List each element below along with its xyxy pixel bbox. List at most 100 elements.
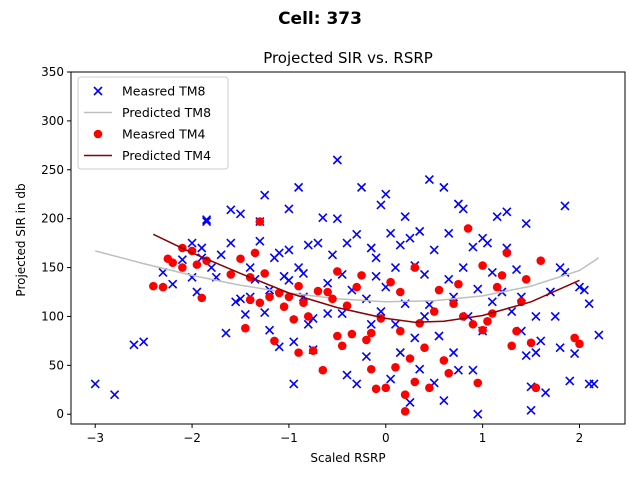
- point-measred-tm8: [371, 253, 381, 263]
- point-measred-tm4: [570, 333, 579, 343]
- point-measred-tm4: [366, 328, 376, 338]
- point-measred-tm4: [478, 261, 487, 270]
- point-measred-tm4: [284, 292, 294, 302]
- point-measred-tm8: [294, 182, 304, 192]
- legend: Measred TM8 Predicted TM8 Measred TM4 Predi…: [77, 76, 229, 170]
- point-measred-tm8: [366, 319, 376, 329]
- point-measred-tm8: [231, 297, 241, 307]
- point-measred-tm8: [521, 218, 531, 229]
- point-measred-tm4: [226, 270, 236, 279]
- point-measred-tm4: [420, 343, 429, 353]
- y-tick-label: 200: [41, 212, 64, 226]
- point-measred-tm4: [342, 301, 352, 310]
- point-measred-tm8: [323, 278, 333, 288]
- point-measred-tm8: [507, 306, 517, 317]
- point-measred-tm4: [294, 281, 303, 291]
- point-measred-tm8: [541, 388, 551, 398]
- legend-label-measred-tm4: Measred TM4: [122, 127, 206, 142]
- x-tick-label: −3: [86, 431, 104, 445]
- point-measred-tm4: [333, 331, 342, 341]
- plot-area: [90, 155, 604, 419]
- y-tick-label: 100: [41, 309, 64, 323]
- point-measred-tm8: [260, 190, 270, 200]
- point-measred-tm8: [395, 240, 405, 250]
- point-measred-tm4: [371, 384, 381, 394]
- point-measred-tm4: [362, 335, 371, 345]
- point-measred-tm8: [424, 174, 434, 185]
- point-measred-tm4: [294, 348, 303, 357]
- point-measred-tm8: [240, 309, 250, 320]
- point-measred-tm4: [308, 346, 318, 355]
- point-measred-tm8: [400, 212, 410, 222]
- point-measred-tm4: [439, 356, 449, 365]
- point-measred-tm8: [255, 236, 265, 246]
- point-measred-tm4: [521, 274, 531, 284]
- point-measred-tm8: [444, 228, 454, 238]
- point-measred-tm8: [361, 351, 371, 362]
- point-measred-tm4: [468, 319, 478, 329]
- point-measred-tm8: [274, 248, 284, 258]
- point-measred-tm8: [332, 155, 342, 165]
- point-measred-tm4: [410, 377, 420, 387]
- point-measred-tm8: [410, 333, 420, 343]
- point-measred-tm8: [260, 307, 270, 318]
- point-measred-tm4: [241, 323, 250, 333]
- legend-label-predicted-tm4: Predicted TM4: [122, 148, 211, 163]
- point-measred-tm8: [444, 274, 454, 284]
- point-measred-tm8: [284, 275, 294, 285]
- point-measred-tm4: [531, 383, 541, 393]
- point-measred-tm8: [468, 365, 478, 375]
- point-measred-tm8: [386, 228, 396, 238]
- axes: −3 −2 −1 0 1 2 0 50 100 150 200 250 300 350: [41, 65, 626, 445]
- point-measred-tm8: [313, 238, 323, 248]
- point-measred-tm8: [226, 205, 236, 215]
- point-measred-tm4: [396, 287, 405, 297]
- point-measred-tm8: [245, 262, 255, 273]
- x-tick-label: 2: [576, 431, 584, 445]
- point-measred-tm4: [449, 299, 458, 309]
- point-measred-tm4: [366, 364, 376, 374]
- point-measred-tm8: [526, 405, 536, 415]
- point-measred-tm8: [570, 349, 580, 359]
- point-measred-tm8: [352, 229, 362, 239]
- point-measred-tm8: [487, 297, 497, 307]
- point-measred-tm8: [419, 269, 430, 279]
- point-measred-tm8: [129, 340, 139, 350]
- point-measred-tm8: [381, 189, 391, 199]
- point-measred-tm8: [235, 294, 246, 304]
- y-axis-label: Projected SIR in db: [14, 183, 28, 296]
- point-measred-tm8: [419, 311, 430, 322]
- point-measred-tm8: [550, 311, 560, 322]
- point-measred-tm4: [255, 217, 265, 226]
- point-measred-tm8: [594, 330, 604, 340]
- point-measred-tm8: [531, 348, 541, 358]
- point-measred-tm4: [536, 256, 546, 266]
- point-measred-tm8: [521, 350, 531, 361]
- point-measred-tm8: [168, 279, 178, 289]
- point-measred-tm8: [197, 243, 207, 253]
- legend-handle-measred-tm4: [93, 129, 103, 139]
- point-measred-tm4: [405, 354, 415, 363]
- point-measred-tm8: [429, 245, 439, 255]
- point-measred-tm8: [502, 207, 512, 217]
- point-measred-tm8: [415, 226, 425, 236]
- point-measred-tm4: [333, 267, 342, 276]
- point-measred-tm8: [458, 262, 468, 273]
- point-measred-tm4: [400, 406, 410, 416]
- point-measred-tm4: [323, 287, 332, 297]
- point-measred-tm4: [357, 271, 366, 280]
- x-axis-label: Scaled RSRP: [310, 451, 385, 465]
- point-measred-tm8: [264, 325, 275, 335]
- point-measred-tm8: [289, 337, 299, 347]
- point-measred-tm8: [386, 374, 396, 384]
- point-measred-tm8: [458, 204, 468, 214]
- x-tick-label: −1: [280, 431, 298, 445]
- point-measred-tm4: [168, 258, 177, 267]
- y-tick-label: 250: [41, 163, 64, 177]
- chart-title: Projected SIR vs. RSRP: [263, 49, 433, 67]
- point-measred-tm8: [492, 212, 502, 222]
- legend-box: [77, 76, 229, 170]
- point-measred-tm4: [270, 336, 279, 346]
- point-measred-tm4: [313, 286, 323, 296]
